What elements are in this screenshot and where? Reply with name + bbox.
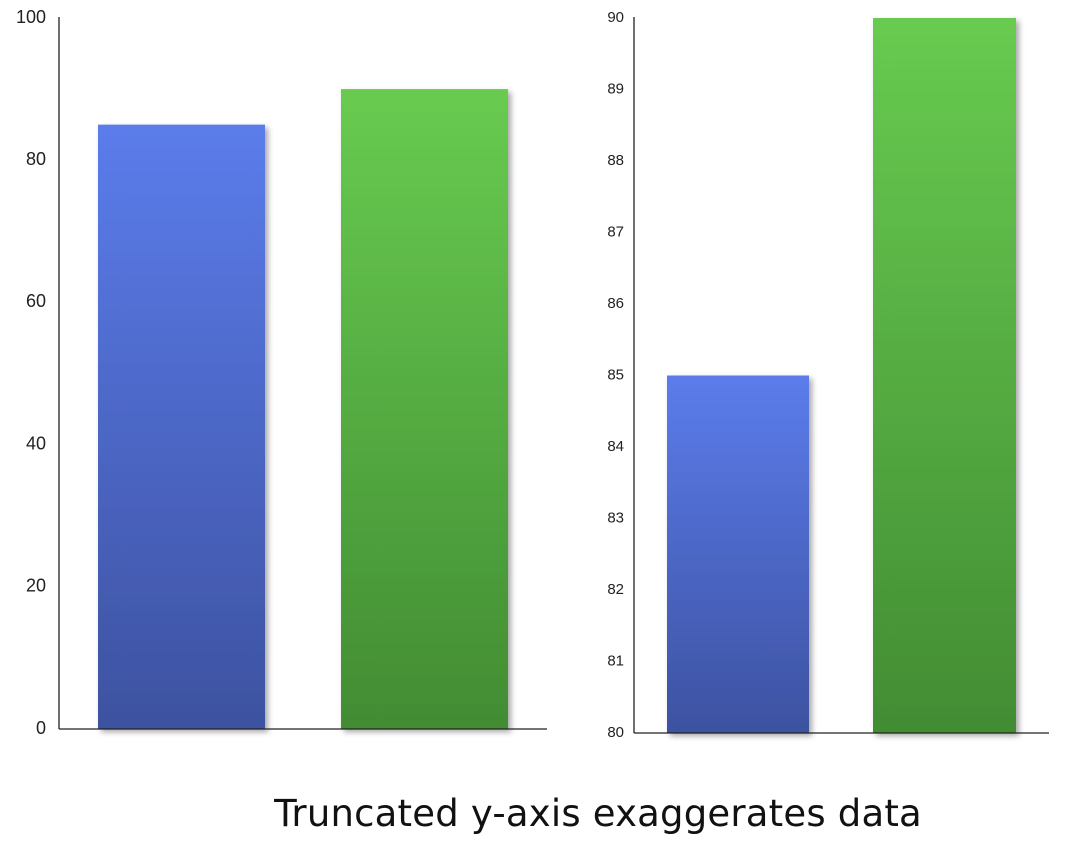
y-tick-label: 20	[26, 576, 46, 596]
bar-2	[341, 89, 508, 730]
y-tick-label: 60	[26, 291, 46, 311]
y-tick-label: 89	[607, 80, 624, 97]
bar-1	[98, 124, 265, 729]
bar-1	[667, 375, 809, 733]
figure-caption: Truncated y-axis exaggerates data	[274, 792, 922, 835]
y-tick-label: 80	[607, 724, 624, 741]
y-tick-label: 80	[26, 149, 46, 169]
y-tick-label: 40	[26, 433, 46, 453]
y-tick-label: 81	[607, 652, 624, 669]
bar-2	[873, 18, 1016, 733]
y-tick-label: 86	[607, 295, 624, 312]
figure: 0 20 40 60 80 100 80 81 82 83 84 85 86 87 88 89 90	[16, 7, 1049, 741]
y-tick-label: 84	[607, 438, 624, 455]
y-tick-label: 87	[607, 223, 624, 240]
y-tick-label: 82	[607, 581, 624, 598]
chart-right: 80 81 82 83 84 85 86 87 88 89 90	[607, 9, 1049, 741]
y-tick-label: 0	[36, 718, 46, 738]
chart-left: 0 20 40 60 80 100	[16, 7, 547, 738]
y-tick-label: 100	[16, 7, 46, 27]
y-tick-label: 90	[607, 9, 624, 26]
y-tick-label: 88	[607, 152, 624, 169]
y-tick-label: 85	[607, 366, 624, 383]
y-tick-label: 83	[607, 509, 624, 526]
